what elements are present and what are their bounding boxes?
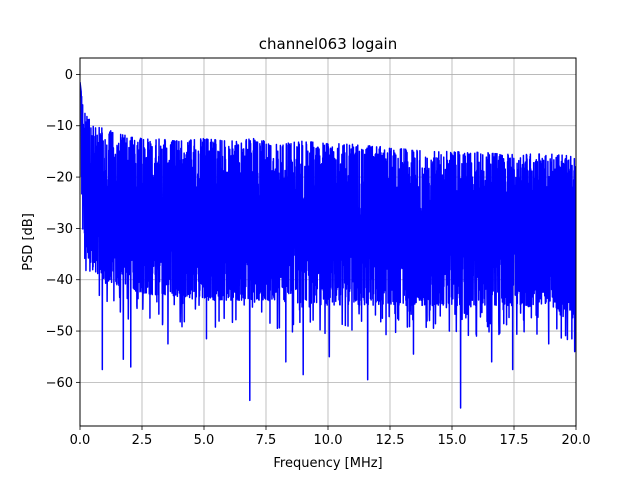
plot-area [80, 82, 576, 409]
x-tick-label: 2.5 [132, 433, 153, 448]
y-tick-label: −60 [46, 376, 73, 391]
y-axis-label: PSD [dB] [21, 213, 36, 271]
y-tick-label: −30 [46, 222, 73, 237]
psd-series-line [80, 82, 576, 409]
y-tick-label: −20 [46, 171, 73, 186]
x-axis-label: Frequency [MHz] [273, 456, 382, 471]
x-tick-label: 12.5 [376, 433, 405, 448]
x-tick-label: 5.0 [194, 433, 215, 448]
chart-title: channel063 logain [259, 35, 398, 53]
y-tick-label: −50 [46, 325, 73, 340]
x-tick-label: 15.0 [438, 433, 467, 448]
x-tick-label: 17.5 [500, 433, 529, 448]
y-tick-label: −10 [46, 119, 73, 134]
x-tick-label: 20.0 [562, 433, 591, 448]
x-tick-label: 10.0 [314, 433, 343, 448]
x-tick-label: 7.5 [256, 433, 277, 448]
x-tick-label: 0.0 [70, 433, 91, 448]
y-tick-label: −40 [46, 273, 73, 288]
ticks: 0.0 2.5 5.0 7.5 10.0 12.5 15.0 17.5 20.0 0 −10 −20 −… [46, 68, 591, 448]
y-tick-label: 0 [65, 68, 73, 83]
